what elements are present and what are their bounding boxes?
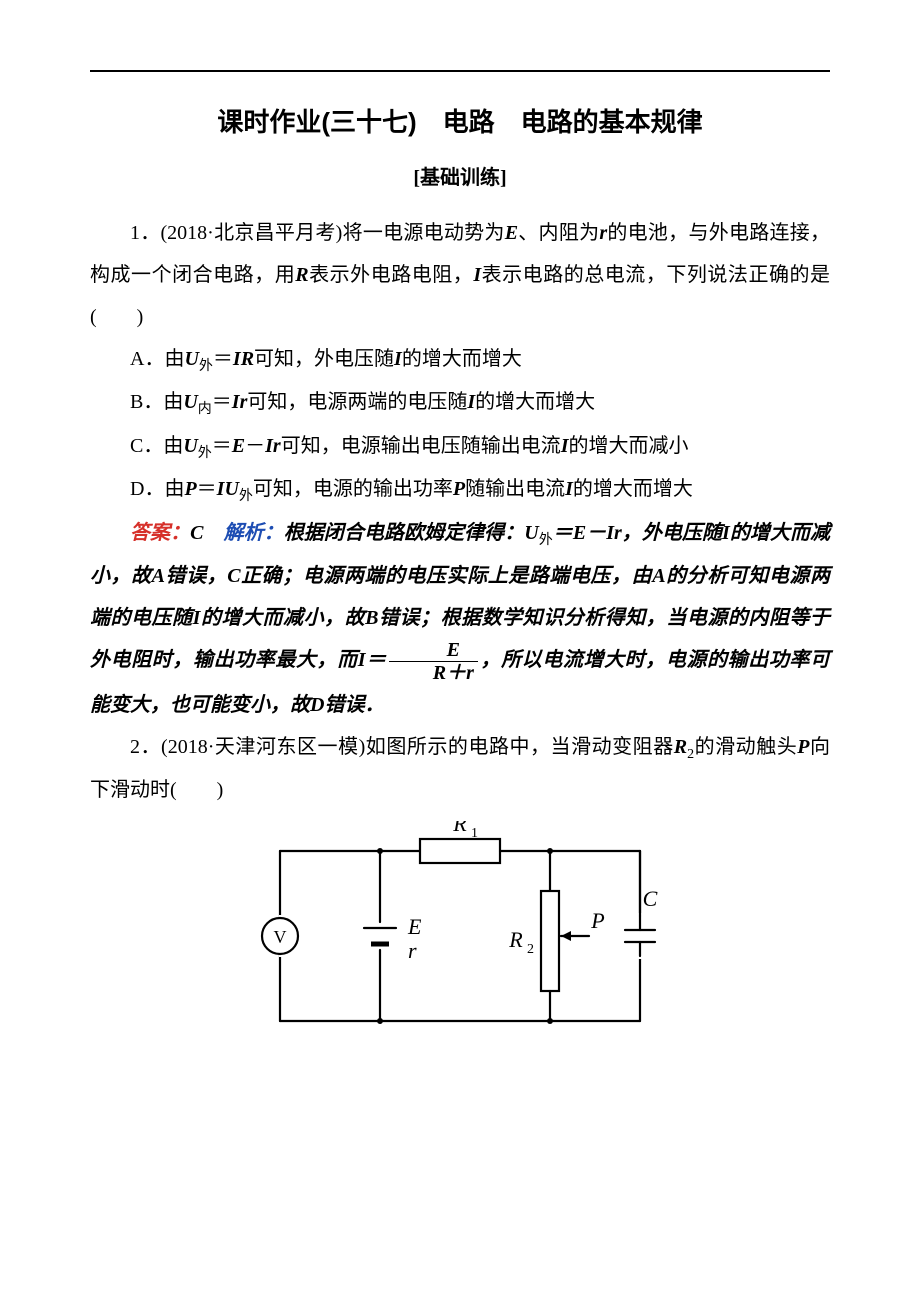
q1-option-a: A．由U外＝IR可知，外电压随I的增大而增大 <box>90 338 830 381</box>
section-subtitle: [基础训练] <box>90 161 830 190</box>
svg-text:R: R <box>508 927 523 952</box>
svg-text:1: 1 <box>471 826 478 841</box>
svg-text:E: E <box>407 914 422 939</box>
q1-stem: 1．(2018·北京昌平月考)将一电源电动势为E、内阻为r的电池，与外电路连接，… <box>90 212 830 338</box>
top-rule <box>90 70 830 72</box>
q1-option-b: B．由U内＝Ir可知，电源两端的电压随I的增大而增大 <box>90 381 830 424</box>
q2-stem: 2．(2018·天津河东区一模)如图所示的电路中，当滑动变阻器R2的滑动触头P向… <box>90 726 830 811</box>
svg-text:r: r <box>408 938 417 963</box>
q1-option-d: D．由P＝IU外可知，电源的输出功率P随输出电流I的增大而增大 <box>90 468 830 511</box>
analysis-text: 根据闭合电路欧姆定律得：U外＝E－Ir，外电压随I的增大而减小，故A错误，C正确… <box>90 522 830 716</box>
page: 课时作业(三十七) 电路 电路的基本规律 [基础训练] 1．(2018·北京昌平… <box>0 0 920 1302</box>
svg-text:P: P <box>590 908 604 933</box>
q1-option-c: C．由U外＝E－Ir可知，电源输出电压随输出电流I的增大而减小 <box>90 425 830 468</box>
circuit-svg: VVErR1R2PCC <box>250 821 670 1041</box>
analysis-label: 解析： <box>224 522 284 544</box>
answer-value: C <box>190 522 203 544</box>
document-title: 课时作业(三十七) 电路 电路的基本规律 <box>90 102 830 139</box>
svg-text:2: 2 <box>527 942 534 957</box>
answer-label: 答案： <box>130 522 190 544</box>
svg-text:V: V <box>274 927 287 947</box>
circuit-diagram: VVErR1R2PCC <box>90 821 830 1046</box>
q1-answer-analysis: 答案：C 解析：根据闭合电路欧姆定律得：U外＝E－Ir，外电压随I的增大而减小，… <box>90 512 830 726</box>
svg-text:C: C <box>643 886 658 911</box>
svg-text:R: R <box>452 821 467 836</box>
